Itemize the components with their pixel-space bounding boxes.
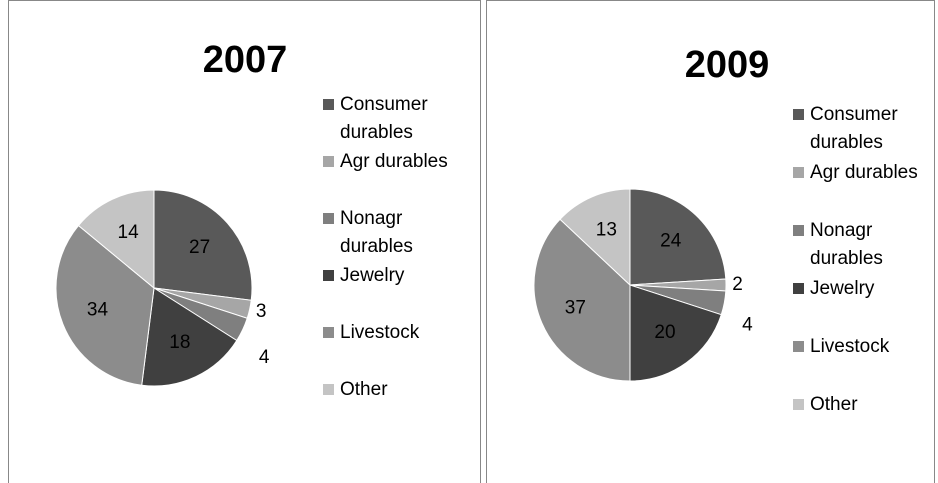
- legend-swatch: [793, 167, 804, 178]
- pie-slice: [77, 189, 155, 290]
- panel-border: [8, 0, 481, 483]
- data-label: 4: [742, 314, 753, 335]
- legend-swatch: [323, 156, 334, 167]
- legend-swatch: [323, 99, 334, 110]
- legend-swatch: [323, 270, 334, 281]
- legend-label: Nonagr durables: [340, 208, 413, 257]
- legend-swatch: [793, 109, 804, 120]
- chart-title: 2007: [203, 39, 288, 81]
- legend-label: Nonagr durables: [810, 220, 883, 269]
- data-label: 37: [565, 298, 586, 319]
- pie-slice: [629, 188, 727, 286]
- pie-slice: [55, 224, 155, 386]
- data-label: 4: [259, 347, 270, 368]
- legend-label: Livestock: [810, 336, 890, 357]
- data-label: 2: [732, 274, 743, 295]
- legend-label: Jewelry: [810, 278, 875, 299]
- legend-swatch: [793, 341, 804, 352]
- legend-swatch: [323, 384, 334, 395]
- data-label: 3: [256, 301, 267, 322]
- pie-slice: [629, 284, 722, 382]
- data-label: 24: [660, 231, 682, 252]
- data-label: 27: [189, 237, 210, 258]
- pie-slice: [533, 218, 631, 382]
- legend-swatch: [793, 283, 804, 294]
- data-label: 18: [169, 332, 190, 353]
- panel-border: [486, 0, 935, 483]
- legend-label: Consumer durables: [340, 94, 428, 143]
- pie-slice: [559, 188, 631, 287]
- data-label: 20: [654, 322, 675, 343]
- legend-swatch: [323, 213, 334, 224]
- legend-swatch: [323, 327, 334, 338]
- pie-slice: [141, 287, 238, 387]
- data-label: 34: [87, 299, 109, 320]
- legend-label: Consumer durables: [810, 104, 898, 153]
- data-label: 14: [118, 222, 140, 243]
- data-label: 13: [596, 219, 617, 240]
- legend-label: Livestock: [340, 322, 420, 343]
- legend-label: Other: [810, 394, 858, 415]
- pie-slice: [153, 189, 253, 301]
- legend-label: Agr durables: [810, 162, 918, 183]
- legend-label: Agr durables: [340, 151, 448, 172]
- legend-swatch: [793, 225, 804, 236]
- legend-label: Other: [340, 379, 388, 400]
- legend-label: Jewelry: [340, 265, 405, 286]
- legend-swatch: [793, 399, 804, 410]
- chart-title: 2009: [685, 44, 770, 86]
